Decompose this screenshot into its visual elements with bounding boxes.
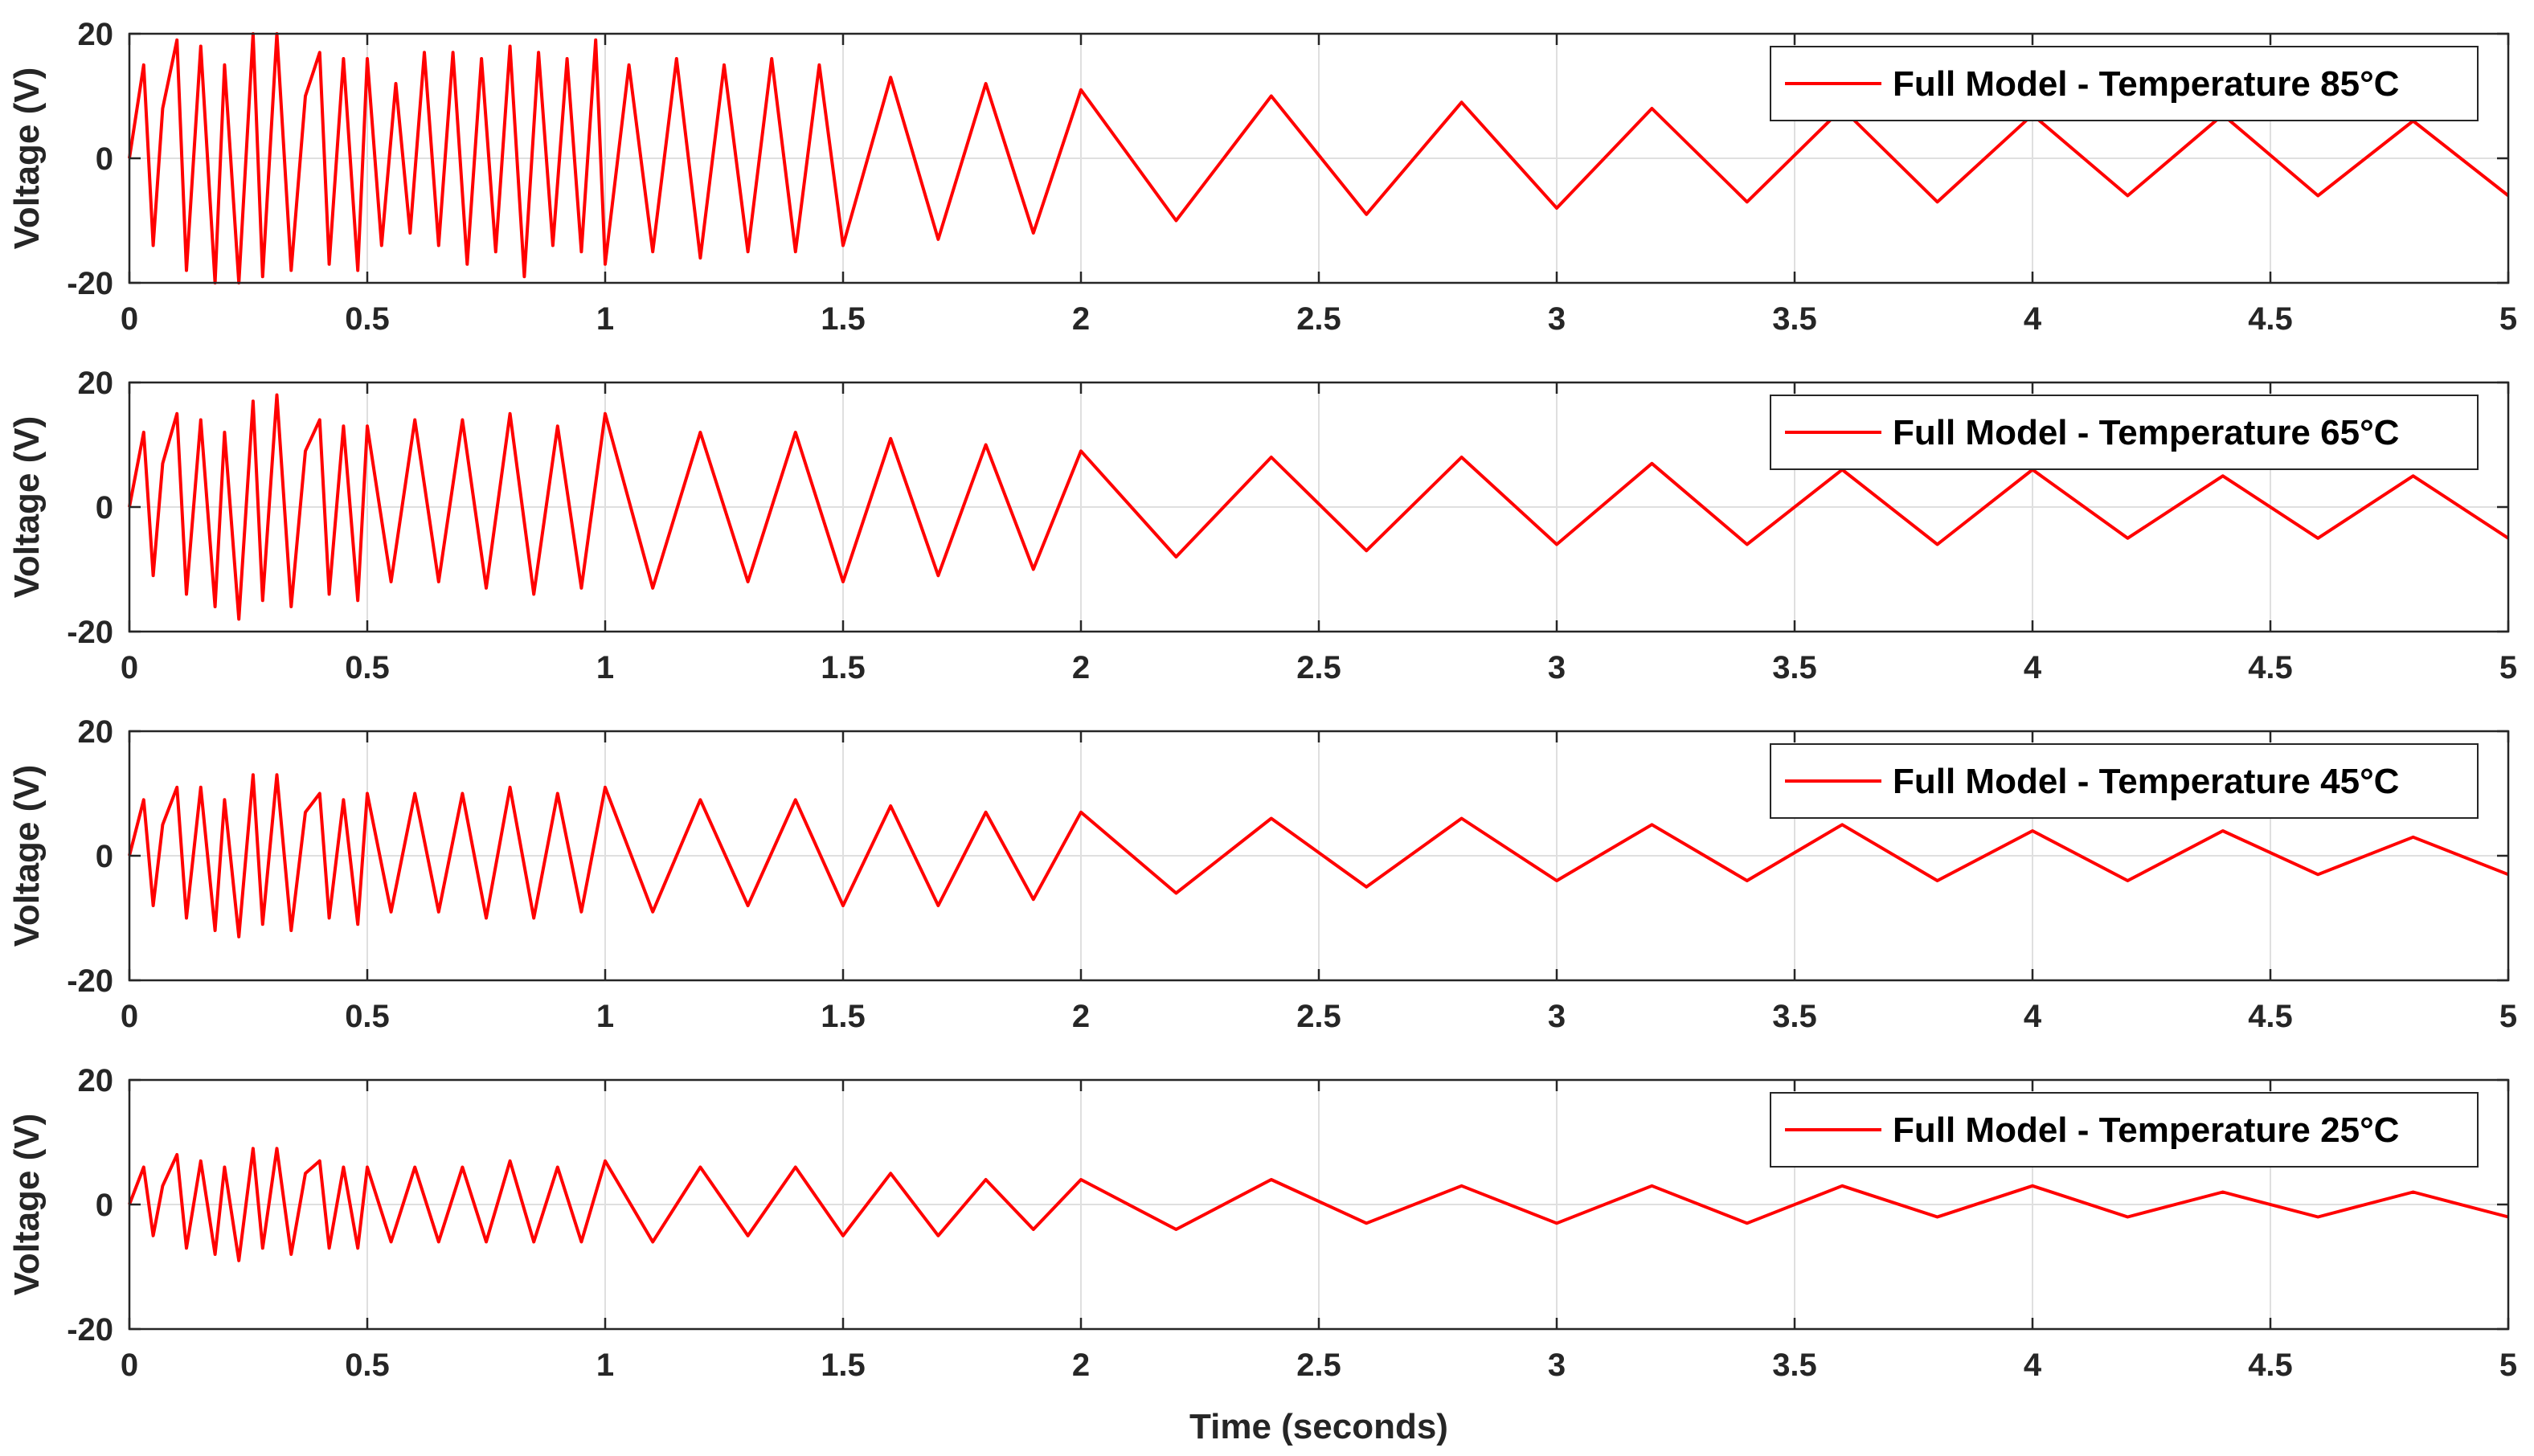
- y-tick-label: -20: [67, 266, 113, 301]
- x-tick-label: 4.5: [2248, 1348, 2293, 1383]
- x-tick-label: 1.5: [821, 301, 866, 337]
- x-tick-label: 0: [121, 301, 138, 337]
- y-tick-label: 0: [96, 839, 113, 874]
- x-tick-label: 4: [2024, 650, 2042, 685]
- series-line-1: [128, 32, 2510, 284]
- x-tick-label: 3.5: [1772, 1348, 1817, 1383]
- x-tick-label: 1.5: [821, 1348, 866, 1383]
- legend-box: [1770, 743, 2479, 819]
- x-tick-label: 0.5: [345, 999, 390, 1034]
- x-tick-label: 4: [2024, 1348, 2042, 1383]
- x-tick-label: 2: [1072, 650, 1090, 685]
- x-tick-label: 0.5: [345, 650, 390, 685]
- x-tick-label: 2: [1072, 999, 1090, 1034]
- x-tick-label: 5: [2499, 650, 2517, 685]
- x-tick-label: 0.5: [345, 301, 390, 337]
- x-tick-label: 4.5: [2248, 650, 2293, 685]
- x-tick-label: 5: [2499, 301, 2517, 337]
- y-axis-label: Voltage (V): [7, 67, 47, 250]
- x-tick-label: 0: [121, 650, 138, 685]
- x-tick-label: 4.5: [2248, 301, 2293, 337]
- legend-box: [1770, 1092, 2479, 1168]
- series-line-1: [128, 1147, 2509, 1262]
- y-tick-label: 0: [96, 141, 113, 177]
- series-line-1: [128, 773, 2509, 939]
- x-tick-label: 2.5: [1296, 650, 1341, 685]
- y-axis-label: Voltage (V): [7, 1114, 47, 1296]
- x-tick-label: 0.5: [345, 1348, 390, 1383]
- y-tick-label: -20: [67, 963, 113, 999]
- x-tick-label: 0: [121, 1348, 138, 1383]
- y-tick-label: 0: [96, 1188, 113, 1223]
- x-tick-label: 0: [121, 999, 138, 1034]
- x-tick-label: 4: [2024, 999, 2042, 1034]
- x-tick-label: 4.5: [2248, 999, 2293, 1034]
- y-tick-label: 20: [78, 17, 114, 52]
- x-tick-label: 1: [596, 1348, 614, 1383]
- x-tick-label: 2: [1072, 1348, 1090, 1383]
- legend-label: Full Model - Temperature 25°C: [1893, 1110, 2399, 1150]
- x-tick-label: 3: [1548, 650, 1566, 685]
- x-tick-label: 2.5: [1296, 1348, 1341, 1383]
- x-axis-label: Time (seconds): [1189, 1407, 1448, 1446]
- y-tick-label: -20: [67, 1312, 113, 1348]
- x-tick-label: 3.5: [1772, 650, 1817, 685]
- y-tick-label: 20: [78, 366, 114, 401]
- x-tick-label: 1: [596, 301, 614, 337]
- x-tick-label: 3: [1548, 999, 1566, 1034]
- x-tick-label: 5: [2499, 1348, 2517, 1383]
- y-axis-label: Voltage (V): [7, 765, 47, 947]
- y-axis-label: Voltage (V): [7, 416, 47, 599]
- x-tick-label: 2.5: [1296, 301, 1341, 337]
- x-tick-label: 2.5: [1296, 999, 1341, 1034]
- series-line-1: [128, 393, 2510, 621]
- legend-label: Full Model - Temperature 85°C: [1893, 64, 2399, 104]
- legend-box: [1770, 46, 2479, 121]
- legend-box: [1770, 395, 2479, 470]
- x-tick-label: 3: [1548, 301, 1566, 337]
- x-tick-label: 1: [596, 650, 614, 685]
- y-tick-label: 0: [96, 490, 113, 526]
- y-tick-label: -20: [67, 615, 113, 650]
- x-tick-label: 3.5: [1772, 301, 1817, 337]
- x-tick-label: 1: [596, 999, 614, 1034]
- x-tick-label: 2: [1072, 301, 1090, 337]
- x-tick-label: 5: [2499, 999, 2517, 1034]
- x-tick-label: 1.5: [821, 650, 866, 685]
- x-tick-label: 1.5: [821, 999, 866, 1034]
- legend-label: Full Model - Temperature 65°C: [1893, 413, 2399, 452]
- x-tick-label: 4: [2024, 301, 2042, 337]
- y-tick-label: 20: [78, 1063, 114, 1098]
- x-tick-label: 3: [1548, 1348, 1566, 1383]
- x-tick-label: 3.5: [1772, 999, 1817, 1034]
- legend-label: Full Model - Temperature 45°C: [1893, 762, 2399, 801]
- y-tick-label: 20: [78, 714, 114, 750]
